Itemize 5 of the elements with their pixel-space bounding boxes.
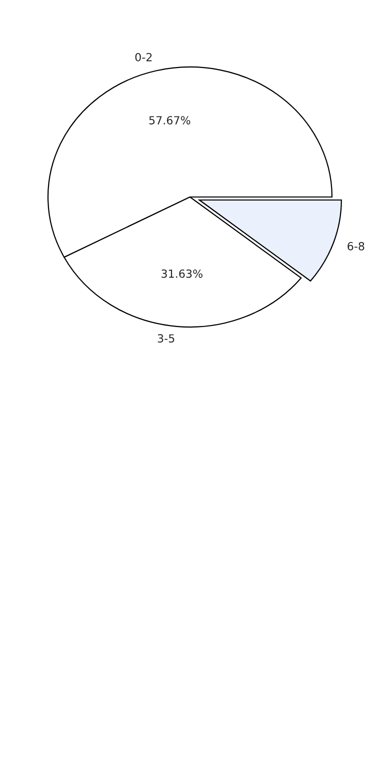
data-label: 57.67%: [149, 116, 190, 124]
slice-label: 3-5: [158, 334, 174, 343]
slice-label: 0-2: [135, 52, 152, 62]
data-label: 31.63%: [162, 269, 202, 278]
slice-label: 6-8: [348, 242, 364, 250]
